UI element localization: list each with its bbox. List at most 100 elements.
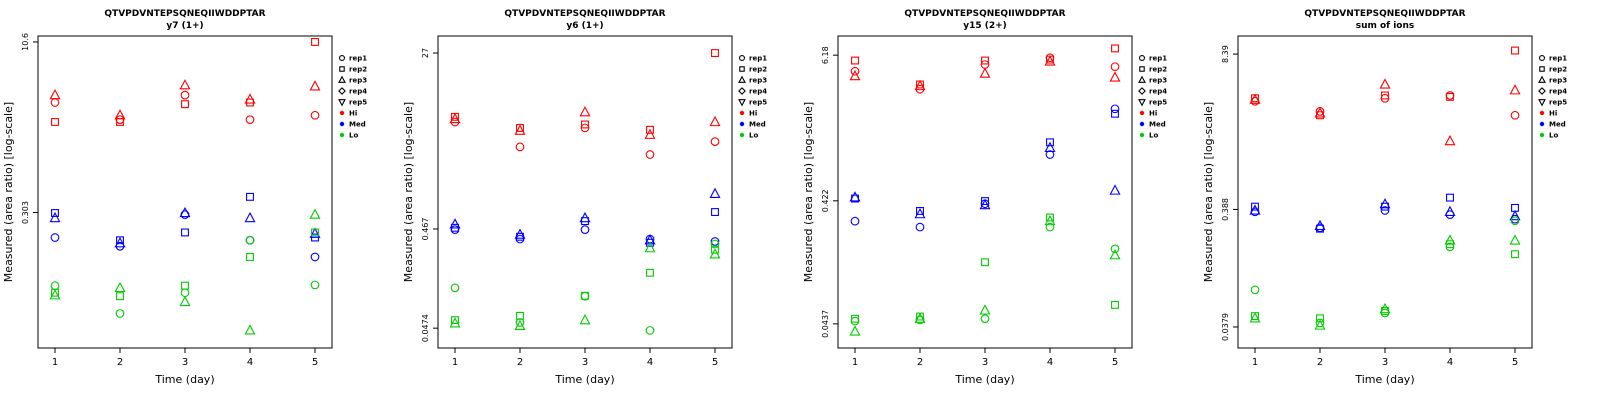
data-point-med-rep3 bbox=[1044, 141, 1056, 152]
data-point-med-rep3 bbox=[914, 207, 926, 219]
data-point-hi-rep3 bbox=[49, 88, 61, 100]
legend-marker-rep3 bbox=[1138, 75, 1146, 83]
legend-label-rep1: rep1 bbox=[1149, 55, 1167, 63]
data-point-lo-rep1 bbox=[115, 309, 125, 318]
chart-panel-3: QTVPDVNTEPSQNEQIIWDDPTAR y15 (2+) Measured… bbox=[802, 9, 1167, 386]
legend-dot-hi bbox=[1139, 110, 1145, 116]
data-point-hi-rep3 bbox=[514, 124, 526, 135]
data-point-hi-rep2 bbox=[646, 125, 654, 134]
data-point-med-rep2 bbox=[981, 197, 989, 206]
legend-marker-rep4 bbox=[1138, 87, 1146, 95]
data-point-lo-rep3 bbox=[114, 281, 126, 293]
plot-box bbox=[837, 35, 1133, 349]
legend-label-rep3: rep3 bbox=[349, 77, 367, 85]
data-point-lo-rep2 bbox=[981, 258, 989, 267]
data-point-med-rep1 bbox=[580, 225, 590, 234]
legend-dot-med bbox=[739, 121, 745, 127]
data-point-lo-rep2 bbox=[711, 245, 719, 254]
data-point-hi-rep1 bbox=[1510, 110, 1520, 120]
data-point-lo-rep3 bbox=[244, 324, 256, 335]
y-tick-label: 0.0437 bbox=[821, 310, 830, 338]
data-point-lo-rep3 bbox=[449, 317, 461, 328]
data-point-lo-rep3 bbox=[1509, 234, 1521, 245]
x-tick-label: 2 bbox=[1317, 357, 1323, 368]
legend-label-rep1: rep1 bbox=[749, 55, 767, 63]
data-point-med-rep2 bbox=[1046, 138, 1054, 147]
data-point-hi-rep3 bbox=[1444, 134, 1456, 146]
data-point-hi-rep3 bbox=[179, 79, 191, 90]
legend-dot-lo bbox=[739, 132, 745, 138]
data-point-lo-rep3 bbox=[514, 319, 526, 330]
legend-dot-lo bbox=[339, 132, 345, 138]
data-point-med-rep1 bbox=[1110, 104, 1120, 114]
legend-label-rep5: rep5 bbox=[349, 99, 367, 107]
legend-label-rep2: rep2 bbox=[1149, 66, 1167, 74]
data-point-med-rep3 bbox=[309, 227, 321, 238]
x-axis-label: Time (day) bbox=[154, 373, 214, 386]
data-point-hi-rep3 bbox=[309, 80, 321, 91]
data-point-lo-rep2 bbox=[581, 291, 589, 300]
data-point-hi-rep2 bbox=[711, 49, 719, 57]
x-axis-label: Time (day) bbox=[554, 373, 614, 386]
x-axis-label: Time (day) bbox=[1354, 373, 1414, 386]
legend-marker-rep2 bbox=[339, 66, 345, 72]
legend-label-lo: Lo bbox=[749, 132, 758, 140]
data-point-med-rep3 bbox=[1314, 219, 1326, 231]
data-point-lo-rep2 bbox=[1511, 250, 1519, 259]
legend-label-lo: Lo bbox=[349, 132, 358, 140]
plot-box bbox=[1237, 35, 1533, 349]
legend-marker-rep2 bbox=[1139, 66, 1145, 72]
data-point-med-rep3 bbox=[709, 187, 721, 198]
legend-marker-rep2 bbox=[1539, 66, 1545, 72]
x-tick-label: 1 bbox=[52, 357, 58, 368]
data-point-med-rep3 bbox=[979, 198, 991, 210]
panel-subtitle: y15 (2+) bbox=[963, 21, 1007, 31]
legend-label-rep4: rep4 bbox=[1149, 88, 1167, 96]
data-point-lo-rep3 bbox=[1444, 234, 1456, 245]
legend-label-rep3: rep3 bbox=[1549, 77, 1567, 85]
x-tick-label: 1 bbox=[1252, 357, 1258, 368]
y-tick-label: 0.388 bbox=[1221, 198, 1230, 221]
data-point-hi-rep3 bbox=[1379, 78, 1391, 89]
y-tick-label: 6.18 bbox=[821, 46, 830, 64]
data-point-hi-rep2 bbox=[1111, 44, 1119, 53]
legend-marker-rep5 bbox=[1138, 99, 1146, 107]
data-point-lo-rep1 bbox=[450, 283, 460, 293]
data-point-hi-rep1 bbox=[50, 98, 60, 107]
data-point-med-rep3 bbox=[114, 236, 126, 248]
y-axis-label: Measured (area ratio) [log-scale] bbox=[2, 102, 15, 282]
data-point-med-rep3 bbox=[1444, 205, 1456, 216]
legend-dot-hi bbox=[1539, 110, 1545, 116]
data-point-med-rep3 bbox=[849, 191, 861, 202]
data-point-med-rep2 bbox=[1111, 109, 1119, 118]
legend-marker-rep3 bbox=[1538, 75, 1546, 83]
data-point-lo-rep3 bbox=[179, 295, 191, 307]
data-point-hi-rep1 bbox=[310, 110, 320, 120]
data-point-hi-rep2 bbox=[851, 56, 859, 65]
data-point-lo-rep3 bbox=[709, 248, 721, 259]
data-point-hi-rep1 bbox=[850, 66, 860, 76]
legend-marker-rep4 bbox=[1538, 87, 1546, 95]
data-point-hi-rep1 bbox=[1380, 93, 1390, 103]
legend-marker-rep1 bbox=[1538, 54, 1546, 62]
data-point-lo-rep2 bbox=[1046, 213, 1054, 222]
data-point-hi-rep1 bbox=[980, 60, 990, 69]
data-point-lo-rep1 bbox=[180, 288, 190, 298]
legend-label-rep5: rep5 bbox=[749, 99, 767, 107]
panel-subtitle: sum of ions bbox=[1356, 21, 1415, 31]
data-point-hi-rep3 bbox=[449, 112, 461, 124]
data-point-med-rep3 bbox=[49, 211, 61, 223]
x-tick-label: 4 bbox=[247, 357, 253, 368]
data-point-hi-rep2 bbox=[1381, 91, 1389, 100]
data-point-med-rep3 bbox=[1509, 209, 1521, 221]
legend-dot-hi bbox=[739, 110, 745, 116]
x-tick-label: 2 bbox=[917, 357, 923, 368]
data-point-lo-rep3 bbox=[1109, 248, 1121, 260]
data-point-med-rep3 bbox=[449, 218, 461, 229]
legend-marker-rep5 bbox=[738, 99, 746, 107]
legend-marker-rep3 bbox=[338, 75, 346, 83]
data-point-hi-rep3 bbox=[849, 69, 861, 81]
data-point-hi-rep2 bbox=[1446, 92, 1454, 101]
data-point-lo-rep3 bbox=[309, 208, 321, 219]
legend-label-rep3: rep3 bbox=[1149, 77, 1167, 85]
